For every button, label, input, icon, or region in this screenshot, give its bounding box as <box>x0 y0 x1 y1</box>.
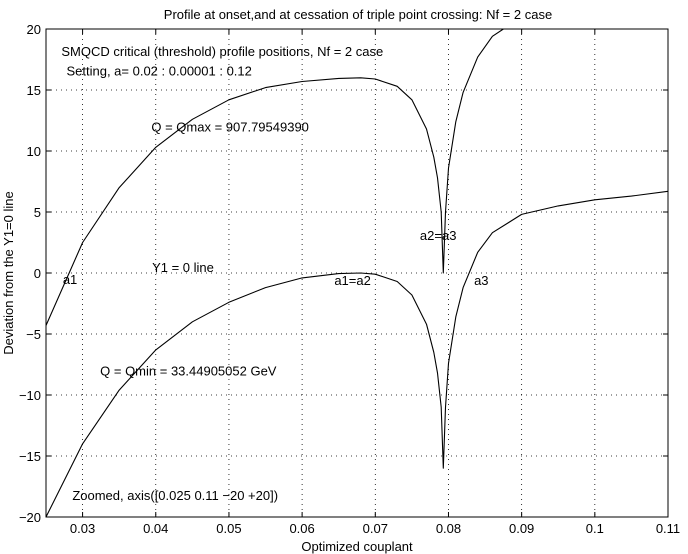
x-tick-label: 0.06 <box>289 521 314 536</box>
ticks: 0.03 0.04 0.05 0.06 0.07 0.08 0.09 0.1 0.11 −20 −1… <box>19 22 680 536</box>
series-line-1 <box>46 29 504 326</box>
y-tick-label: 5 <box>34 205 41 220</box>
x-tick-label: 0.05 <box>216 521 241 536</box>
annotation: Q = Qmax = 907.79549390 <box>151 119 309 134</box>
annotation: a1=a2 <box>334 273 371 288</box>
x-tick-label: 0.08 <box>436 521 461 536</box>
annotation: Y1 = 0 line <box>152 260 214 275</box>
x-tick-label: 0.07 <box>363 521 388 536</box>
annotation: a2=a3 <box>420 228 457 243</box>
y-tick-label: −15 <box>19 449 41 464</box>
x-tick-label: 0.1 <box>586 521 604 536</box>
x-tick-label: 0.09 <box>509 521 534 536</box>
x-tick-label: 0.04 <box>143 521 168 536</box>
series-line-2 <box>46 190 668 517</box>
curves <box>46 29 668 517</box>
x-tick-label: 0.11 <box>656 521 680 536</box>
annotations: SMQCD critical (threshold) profile posit… <box>61 44 488 503</box>
y-tick-label: −5 <box>26 327 41 342</box>
annotation: Q = Qmin = 33.44905052 GeV <box>100 363 277 378</box>
annotation: Zoomed, axis([0.025 0.11 −20 +20]) <box>72 488 278 503</box>
annotation: SMQCD critical (threshold) profile posit… <box>61 44 383 59</box>
annotation: a1 <box>63 272 77 287</box>
annotation: Setting, a= 0.02 : 0.00001 : 0.12 <box>66 63 251 78</box>
x-tick-label: 0.03 <box>70 521 95 536</box>
y-tick-label: 10 <box>27 144 41 159</box>
y-tick-label: −10 <box>19 388 41 403</box>
y-tick-label: −20 <box>19 510 41 525</box>
y-tick-label: 15 <box>27 83 41 98</box>
y-axis-label: Deviation from the Y1=0 line <box>1 191 16 354</box>
y-tick-label: 20 <box>27 22 41 37</box>
y-tick-label: 0 <box>34 266 41 281</box>
annotation: a3 <box>474 273 488 288</box>
x-axis-label: Optimized couplant <box>301 539 413 554</box>
chart-title: Profile at onset,and at cessation of tri… <box>164 7 552 22</box>
